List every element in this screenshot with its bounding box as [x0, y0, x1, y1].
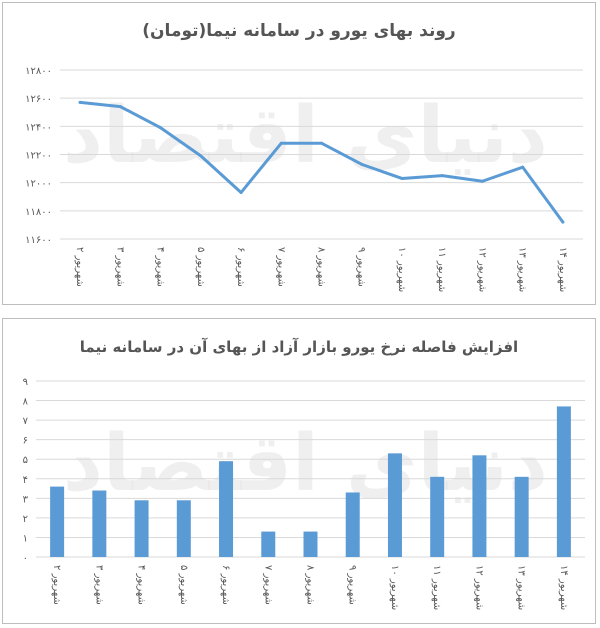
x-tick-label: ۹ شهریور	[347, 565, 358, 605]
data-point	[159, 126, 163, 130]
y-tick-label: ۵	[23, 455, 28, 466]
bar	[134, 500, 149, 557]
series-line	[78, 100, 565, 224]
x-tick-label: ۱۴ شهریور	[557, 247, 568, 292]
y-tick-label: ۸	[23, 397, 29, 408]
bar	[303, 531, 318, 557]
data-point	[400, 176, 404, 180]
x-tick-label: ۳ شهریور	[114, 247, 125, 287]
x-tick-label: ۱۰ شهریور	[396, 247, 407, 292]
bar-chart-svg: ۰ ۱ ۲ ۳ ۴ ۵ ۶ ۷ ۸ ۹ ۲ شهریور ۳ شهریور ۴ شهریور ۵ شهری…	[23, 377, 585, 610]
data-point	[521, 165, 525, 169]
data-point	[360, 162, 364, 166]
x-tick-label: ۲ شهریور	[51, 565, 62, 605]
y-tick-label: ۱	[23, 533, 28, 544]
x-tick-label: ۱۱ شهریور	[431, 565, 442, 610]
y-tick-label: ۱۲۸۰۰	[25, 66, 52, 77]
bar-chart-panel: دنیای اقتصاد افزایش فاصله نرخ یورو بازار…	[2, 318, 596, 624]
x-tick-label: ۴ شهریور	[136, 565, 147, 605]
y-tick-label: ۱۲۰۰۰	[25, 179, 52, 190]
x-tick-label: ۱۲ شهریور	[476, 247, 487, 292]
x-tick-label: ۴ شهریور	[155, 247, 166, 287]
x-tick-label: ۵ شهریور	[195, 247, 206, 287]
x-tick-label: ۱۳ شهریور	[517, 247, 528, 292]
x-tick-label: ۱۳ شهریور	[516, 565, 527, 610]
bar	[261, 531, 276, 557]
bar	[219, 461, 234, 557]
bar	[472, 455, 487, 557]
bar	[556, 406, 571, 557]
x-tick-label: ۷ شهریور	[262, 565, 273, 605]
x-tick-label: ۸ شهریور	[316, 247, 327, 287]
x-tick-label: ۷ شهریور	[275, 247, 286, 287]
x-tick-label: ۲ شهریور	[74, 247, 85, 287]
y-tick-label: ۱۲۲۰۰	[25, 151, 52, 162]
y-tick-label: ۱۲۴۰۰	[25, 122, 52, 133]
y-tick-label: ۱۱۶۰۰	[25, 235, 52, 246]
data-point	[78, 100, 82, 104]
bar	[387, 453, 402, 557]
data-point	[561, 220, 565, 224]
data-point	[239, 191, 243, 195]
x-tick-label: ۹ شهریور	[356, 247, 367, 287]
data-point	[440, 174, 444, 178]
x-tick-label: ۱۴ شهریور	[558, 565, 569, 610]
line-chart-svg: ۱۱۶۰۰ ۱۱۸۰۰ ۱۲۰۰۰ ۱۲۲۰۰ ۱۲۴۰۰ ۱۲۶۰۰ ۱۲۸۰۰ ۲ شهر…	[25, 66, 583, 292]
data-point	[480, 179, 484, 183]
x-tick-label: ۶ شهریور	[235, 247, 246, 287]
x-tick-label: ۵ شهریور	[178, 565, 189, 605]
line-chart-title: روند بهای یورو در سامانه نیما(تومان)	[142, 21, 456, 41]
data-point	[279, 141, 283, 145]
y-tick-label: ۳	[23, 494, 29, 505]
data-point	[199, 154, 203, 158]
y-tick-label: ۶	[23, 436, 28, 447]
bar	[176, 500, 191, 557]
x-tick-label: ۱۰ شهریور	[389, 565, 400, 610]
bar	[92, 490, 107, 557]
y-tick-label: ۴	[23, 475, 28, 486]
y-tick-label: ۷	[23, 416, 29, 427]
x-tick-label: ۳ شهریور	[93, 565, 104, 605]
y-tick-label: ۱۱۸۰۰	[25, 207, 52, 218]
bar	[514, 476, 529, 557]
x-tick-label: ۶ شهریور	[220, 565, 231, 605]
x-tick-label: ۸ شهریور	[305, 565, 316, 605]
bar	[345, 492, 360, 557]
y-tick-label: ۲	[23, 514, 28, 525]
bar	[50, 486, 65, 557]
y-tick-label: ۰	[23, 553, 28, 564]
x-tick-label: ۱۱ شهریور	[436, 247, 447, 292]
bar	[430, 476, 445, 557]
data-point	[118, 105, 122, 109]
line-chart-panel: دنیای اقتصاد روند بهای یورو در سامانه نی…	[2, 2, 596, 305]
bar-chart-title: افزایش فاصله نرخ یورو بازار آزاد از بهای…	[79, 338, 519, 356]
y-tick-label: ۹	[23, 377, 28, 388]
data-point	[320, 141, 323, 145]
y-tick-label: ۱۲۶۰۰	[25, 94, 52, 105]
x-tick-label: ۱۲ شهریور	[473, 565, 484, 610]
